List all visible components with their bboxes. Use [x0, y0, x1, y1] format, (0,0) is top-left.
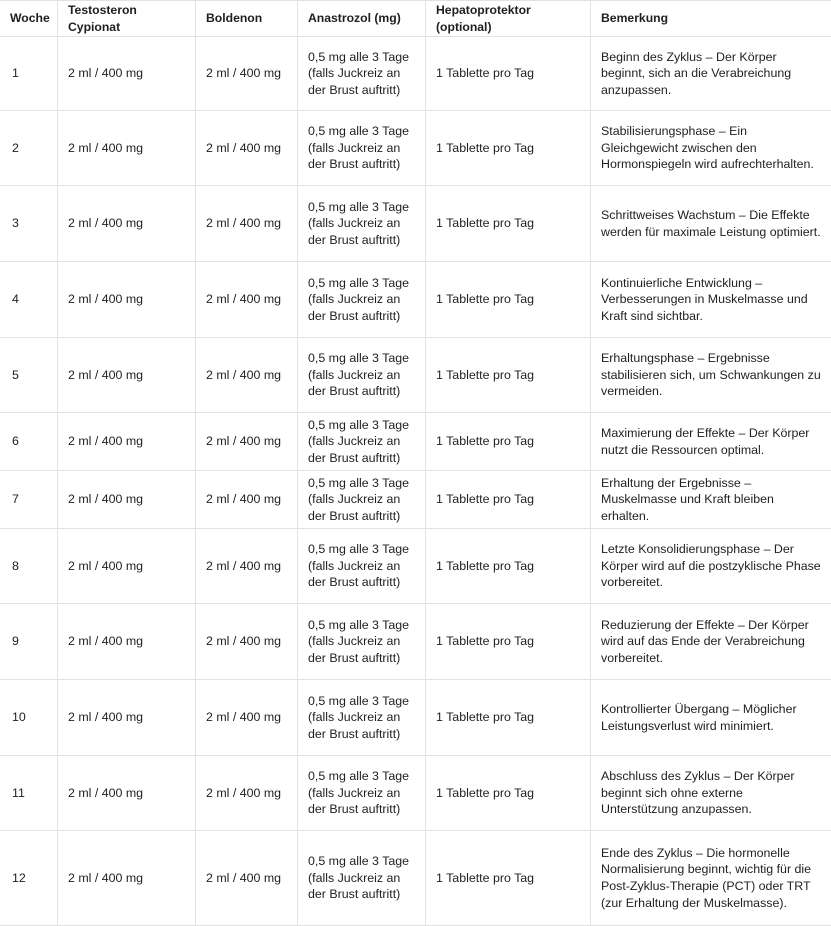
remark-cell: Schrittweises Wachstum – Die Effekte wer… — [590, 185, 831, 262]
remark-cell: Maximierung der Effekte – Der Körper nut… — [590, 412, 831, 471]
hepatoprotector-cell: 1 Tablette pro Tag — [425, 830, 591, 926]
boldenone-cell: 2 ml / 400 mg — [195, 755, 298, 831]
hepatoprotector-cell: 1 Tablette pro Tag — [425, 185, 591, 262]
week-cell: 4 — [0, 261, 58, 338]
header-row: Woche Testosteron Cypionat Boldenon Anastro… — [0, 0, 831, 37]
remark-cell: Reduzierung der Effekte – Der Körper wir… — [590, 603, 831, 680]
week-cell: 11 — [0, 755, 58, 831]
table-row: 11 2 ml / 400 mg 2 ml / 400 mg 0,5 mg alle … — [0, 755, 831, 831]
anastrozole-cell: 0,5 mg alle 3 Tage (falls Juckreiz an de… — [297, 337, 426, 413]
week-cell: 7 — [0, 470, 58, 529]
hepatoprotector-cell: 1 Tablette pro Tag — [425, 261, 591, 338]
week-cell: 1 — [0, 36, 58, 111]
testosterone-cell: 2 ml / 400 mg — [57, 261, 196, 338]
hepatoprotector-cell: 1 Tablette pro Tag — [425, 36, 591, 111]
column-header-boldenon: Boldenon — [195, 0, 298, 37]
anastrozole-cell: 0,5 mg alle 3 Tage (falls Juckreiz an de… — [297, 412, 426, 471]
boldenone-cell: 2 ml / 400 mg — [195, 603, 298, 680]
column-header-woche: Woche — [0, 0, 58, 37]
remark-cell: Abschluss des Zyklus – Der Körper beginn… — [590, 755, 831, 831]
hepatoprotector-cell: 1 Tablette pro Tag — [425, 470, 591, 529]
boldenone-cell: 2 ml / 400 mg — [195, 679, 298, 756]
column-header-bemerkung: Bemerkung — [590, 0, 831, 37]
remark-cell: Erhaltungsphase – Ergebnisse stabilisier… — [590, 337, 831, 413]
testosterone-cell: 2 ml / 400 mg — [57, 412, 196, 471]
boldenone-cell: 2 ml / 400 mg — [195, 528, 298, 604]
testosterone-cell: 2 ml / 400 mg — [57, 470, 196, 529]
boldenone-cell: 2 ml / 400 mg — [195, 412, 298, 471]
anastrozole-cell: 0,5 mg alle 3 Tage (falls Juckreiz an de… — [297, 470, 426, 529]
week-cell: 6 — [0, 412, 58, 471]
hepatoprotector-cell: 1 Tablette pro Tag — [425, 679, 591, 756]
remark-cell: Kontinuierliche Entwicklung – Verbesseru… — [590, 261, 831, 338]
anastrozole-cell: 0,5 mg alle 3 Tage (falls Juckreiz an de… — [297, 603, 426, 680]
boldenone-cell: 2 ml / 400 mg — [195, 337, 298, 413]
week-cell: 2 — [0, 110, 58, 186]
week-cell: 8 — [0, 528, 58, 604]
anastrozole-cell: 0,5 mg alle 3 Tage (falls Juckreiz an de… — [297, 36, 426, 111]
hepatoprotector-cell: 1 Tablette pro Tag — [425, 603, 591, 680]
column-header-testosteron: Testosteron Cypionat — [57, 0, 196, 37]
week-cell: 9 — [0, 603, 58, 680]
remark-cell: Erhaltung der Ergebnisse – Muskelmasse u… — [590, 470, 831, 529]
hepatoprotector-cell: 1 Tablette pro Tag — [425, 412, 591, 471]
testosterone-cell: 2 ml / 400 mg — [57, 679, 196, 756]
hepatoprotector-cell: 1 Tablette pro Tag — [425, 528, 591, 604]
testosterone-cell: 2 ml / 400 mg — [57, 755, 196, 831]
week-cell: 3 — [0, 185, 58, 262]
testosterone-cell: 2 ml / 400 mg — [57, 830, 196, 926]
testosterone-cell: 2 ml / 400 mg — [57, 185, 196, 262]
week-cell: 10 — [0, 679, 58, 756]
testosterone-cell: 2 ml / 400 mg — [57, 110, 196, 186]
boldenone-cell: 2 ml / 400 mg — [195, 36, 298, 111]
hepatoprotector-cell: 1 Tablette pro Tag — [425, 110, 591, 186]
anastrozole-cell: 0,5 mg alle 3 Tage (falls Juckreiz an de… — [297, 528, 426, 604]
remark-cell: Letzte Konsolidierungsphase – Der Körper… — [590, 528, 831, 604]
hepatoprotector-cell: 1 Tablette pro Tag — [425, 755, 591, 831]
remark-cell: Beginn des Zyklus – Der Körper beginnt, … — [590, 36, 831, 111]
testosterone-cell: 2 ml / 400 mg — [57, 337, 196, 413]
column-header-anastrozol: Anastrozol (mg) — [297, 0, 426, 37]
table-row: 12 2 ml / 400 mg 2 ml / 400 mg 0,5 mg alle … — [0, 830, 831, 926]
boldenone-cell: 2 ml / 400 mg — [195, 185, 298, 262]
remark-cell: Ende des Zyklus – Die hormonelle Normali… — [590, 830, 831, 926]
boldenone-cell: 2 ml / 400 mg — [195, 470, 298, 529]
boldenone-cell: 2 ml / 400 mg — [195, 110, 298, 186]
remark-cell: Kontrollierter Übergang – Möglicher Leis… — [590, 679, 831, 756]
boldenone-cell: 2 ml / 400 mg — [195, 261, 298, 338]
anastrozole-cell: 0,5 mg alle 3 Tage (falls Juckreiz an de… — [297, 830, 426, 926]
anastrozole-cell: 0,5 mg alle 3 Tage (falls Juckreiz an de… — [297, 679, 426, 756]
column-header-hepatoprotektor: Hepatoprotektor (optional) — [425, 0, 591, 37]
anastrozole-cell: 0,5 mg alle 3 Tage (falls Juckreiz an de… — [297, 755, 426, 831]
hepatoprotector-cell: 1 Tablette pro Tag — [425, 337, 591, 413]
testosterone-cell: 2 ml / 400 mg — [57, 36, 196, 111]
anastrozole-cell: 0,5 mg alle 3 Tage (falls Juckreiz an de… — [297, 185, 426, 262]
boldenone-cell: 2 ml / 400 mg — [195, 830, 298, 926]
anastrozole-cell: 0,5 mg alle 3 Tage (falls Juckreiz an de… — [297, 110, 426, 186]
testosterone-cell: 2 ml / 400 mg — [57, 603, 196, 680]
anastrozole-cell: 0,5 mg alle 3 Tage (falls Juckreiz an de… — [297, 261, 426, 338]
remark-cell: Stabilisierungsphase – Ein Gleichgewicht… — [590, 110, 831, 186]
week-cell: 5 — [0, 337, 58, 413]
testosterone-cell: 2 ml / 400 mg — [57, 528, 196, 604]
week-cell: 12 — [0, 830, 58, 926]
table-row: 10 2 ml / 400 mg 2 ml / 400 mg 0,5 mg alle … — [0, 679, 831, 756]
